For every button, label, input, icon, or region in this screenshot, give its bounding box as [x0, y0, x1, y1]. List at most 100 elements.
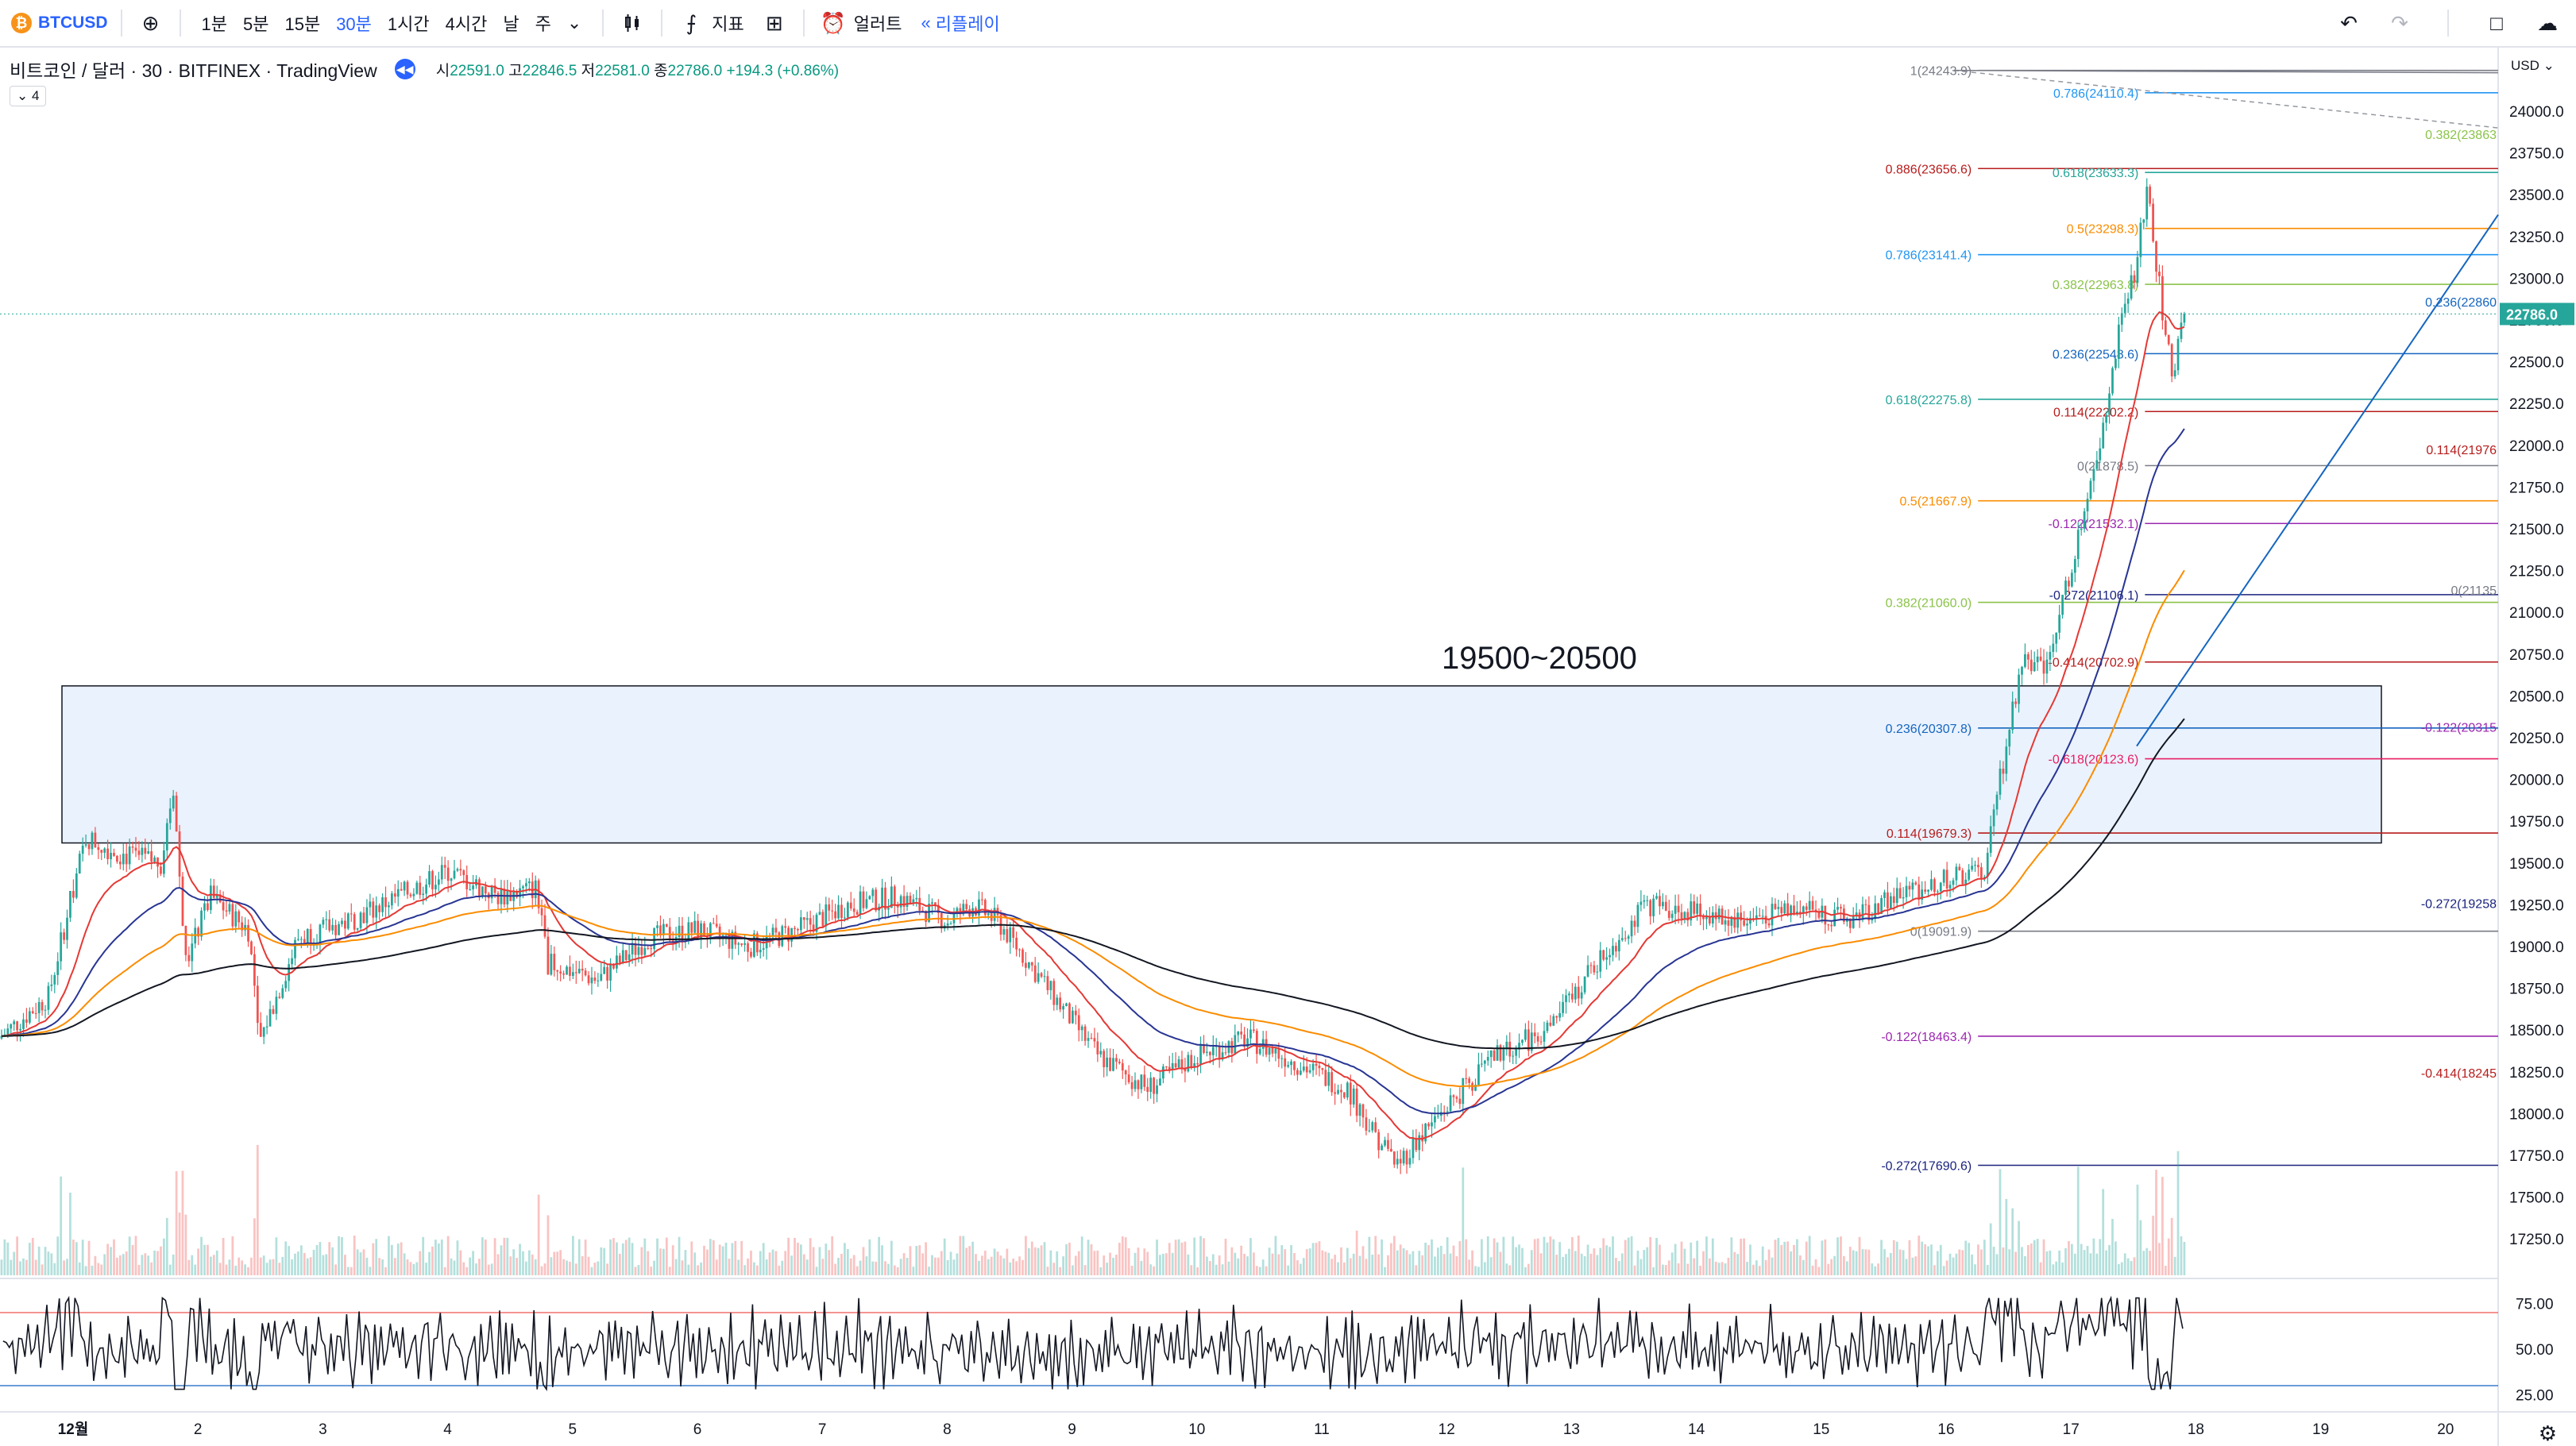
candle-body[interactable]	[631, 943, 634, 954]
candle-body[interactable]	[334, 924, 337, 935]
candle-body[interactable]	[1421, 1135, 1424, 1142]
candle-body[interactable]	[1845, 918, 1848, 922]
candle-body[interactable]	[163, 850, 165, 874]
candle-body[interactable]	[1330, 1072, 1334, 1093]
candle-body[interactable]	[2114, 359, 2117, 368]
candle-body[interactable]	[662, 924, 665, 935]
candle-body[interactable]	[1027, 962, 1030, 968]
candle-body[interactable]	[868, 896, 871, 900]
candle-body[interactable]	[1206, 1051, 1208, 1053]
candle-body[interactable]	[1455, 1097, 1458, 1099]
candle-body[interactable]	[209, 885, 212, 910]
candle-body[interactable]	[1786, 903, 1790, 916]
candle-body[interactable]	[962, 904, 965, 915]
candle-body[interactable]	[110, 853, 112, 859]
candle-body[interactable]	[344, 920, 346, 929]
candle-body[interactable]	[259, 1023, 262, 1037]
candle-body[interactable]	[928, 904, 930, 922]
candle-body[interactable]	[1892, 896, 1895, 904]
candle-body[interactable]	[1493, 1051, 1496, 1061]
candle-body[interactable]	[1337, 1089, 1339, 1094]
candle-body[interactable]	[97, 846, 100, 850]
alert-button[interactable]: ⏰ 얼러트	[817, 0, 902, 46]
candle-body[interactable]	[303, 939, 306, 943]
candle-body[interactable]	[275, 997, 278, 1014]
candle-body[interactable]	[590, 977, 593, 984]
candle-body[interactable]	[983, 900, 987, 916]
candle-body[interactable]	[1399, 1159, 1402, 1164]
candle-body[interactable]	[844, 917, 846, 919]
candle-body[interactable]	[700, 923, 702, 939]
candle-body[interactable]	[228, 904, 231, 912]
candle-body[interactable]	[1798, 912, 1802, 914]
candle-body[interactable]	[671, 940, 674, 942]
candle-body[interactable]	[581, 968, 584, 971]
candle-body[interactable]	[144, 847, 147, 854]
candle-body[interactable]	[147, 851, 150, 854]
candle-body[interactable]	[2173, 370, 2176, 377]
candle-body[interactable]	[1711, 912, 1714, 924]
candle-body[interactable]	[1518, 1043, 1520, 1050]
candle-body[interactable]	[63, 932, 65, 940]
candle-body[interactable]	[1918, 884, 1921, 900]
candle-body[interactable]	[203, 903, 206, 911]
candle-body[interactable]	[2068, 580, 2070, 587]
candle-body[interactable]	[172, 796, 175, 809]
candle-body[interactable]	[1118, 1062, 1121, 1063]
candle-body[interactable]	[1599, 950, 1602, 972]
candle-body[interactable]	[1072, 1010, 1074, 1024]
candle-body[interactable]	[572, 972, 574, 976]
candle-body[interactable]	[1080, 1026, 1083, 1031]
candle-body[interactable]	[1811, 900, 1814, 910]
candle-body[interactable]	[153, 857, 156, 862]
candle-body[interactable]	[1365, 1117, 1368, 1131]
candle-body[interactable]	[1392, 1151, 1396, 1165]
candle-body[interactable]	[940, 912, 943, 929]
candle-body[interactable]	[181, 876, 184, 926]
candle-body[interactable]	[1009, 927, 1012, 943]
candle-body[interactable]	[896, 904, 899, 908]
candle-body[interactable]	[1527, 1029, 1530, 1051]
candle-body[interactable]	[1146, 1086, 1149, 1093]
candle-body[interactable]	[871, 889, 875, 897]
candle-body[interactable]	[1861, 904, 1864, 920]
candle-body[interactable]	[331, 924, 334, 931]
uptrend-line[interactable]	[2136, 214, 2499, 747]
candle-body[interactable]	[946, 923, 949, 926]
candle-body[interactable]	[2061, 595, 2064, 615]
candle-body[interactable]	[1355, 1088, 1358, 1116]
candle-body[interactable]	[1924, 889, 1926, 892]
candle-body[interactable]	[1636, 904, 1639, 927]
candle-body[interactable]	[475, 879, 477, 886]
candle-body[interactable]	[2030, 659, 2033, 672]
candle-body[interactable]	[291, 958, 293, 965]
candle-body[interactable]	[1521, 1039, 1524, 1043]
candle-body[interactable]	[2058, 615, 2061, 633]
candle-body[interactable]	[2089, 480, 2092, 499]
candle-body[interactable]	[2049, 651, 2052, 660]
candle-body[interactable]	[1134, 1080, 1137, 1089]
candle-body[interactable]	[609, 963, 612, 981]
candle-body[interactable]	[1690, 901, 1693, 921]
candle-body[interactable]	[612, 963, 615, 969]
candle-body[interactable]	[3, 1034, 6, 1036]
candle-body[interactable]	[971, 908, 974, 917]
candle-body[interactable]	[1096, 1041, 1099, 1055]
candle-body[interactable]	[890, 886, 893, 908]
candle-body[interactable]	[2164, 320, 2167, 335]
candle-body[interactable]	[91, 832, 94, 850]
candle-body[interactable]	[921, 910, 925, 912]
candle-body[interactable]	[2158, 272, 2161, 276]
candle-body[interactable]	[1620, 938, 1624, 940]
candle-body[interactable]	[1412, 1137, 1415, 1159]
candle-body[interactable]	[419, 882, 422, 896]
candle-body[interactable]	[446, 867, 450, 881]
candle-body[interactable]	[84, 844, 87, 846]
candle-body[interactable]	[150, 851, 153, 862]
candle-body[interactable]	[2111, 368, 2114, 394]
candle-body[interactable]	[1505, 1041, 1508, 1050]
candle-body[interactable]	[1290, 1061, 1292, 1066]
candle-body[interactable]	[1749, 918, 1751, 924]
candle-body[interactable]	[1577, 986, 1580, 999]
candle-body[interactable]	[1727, 920, 1730, 926]
